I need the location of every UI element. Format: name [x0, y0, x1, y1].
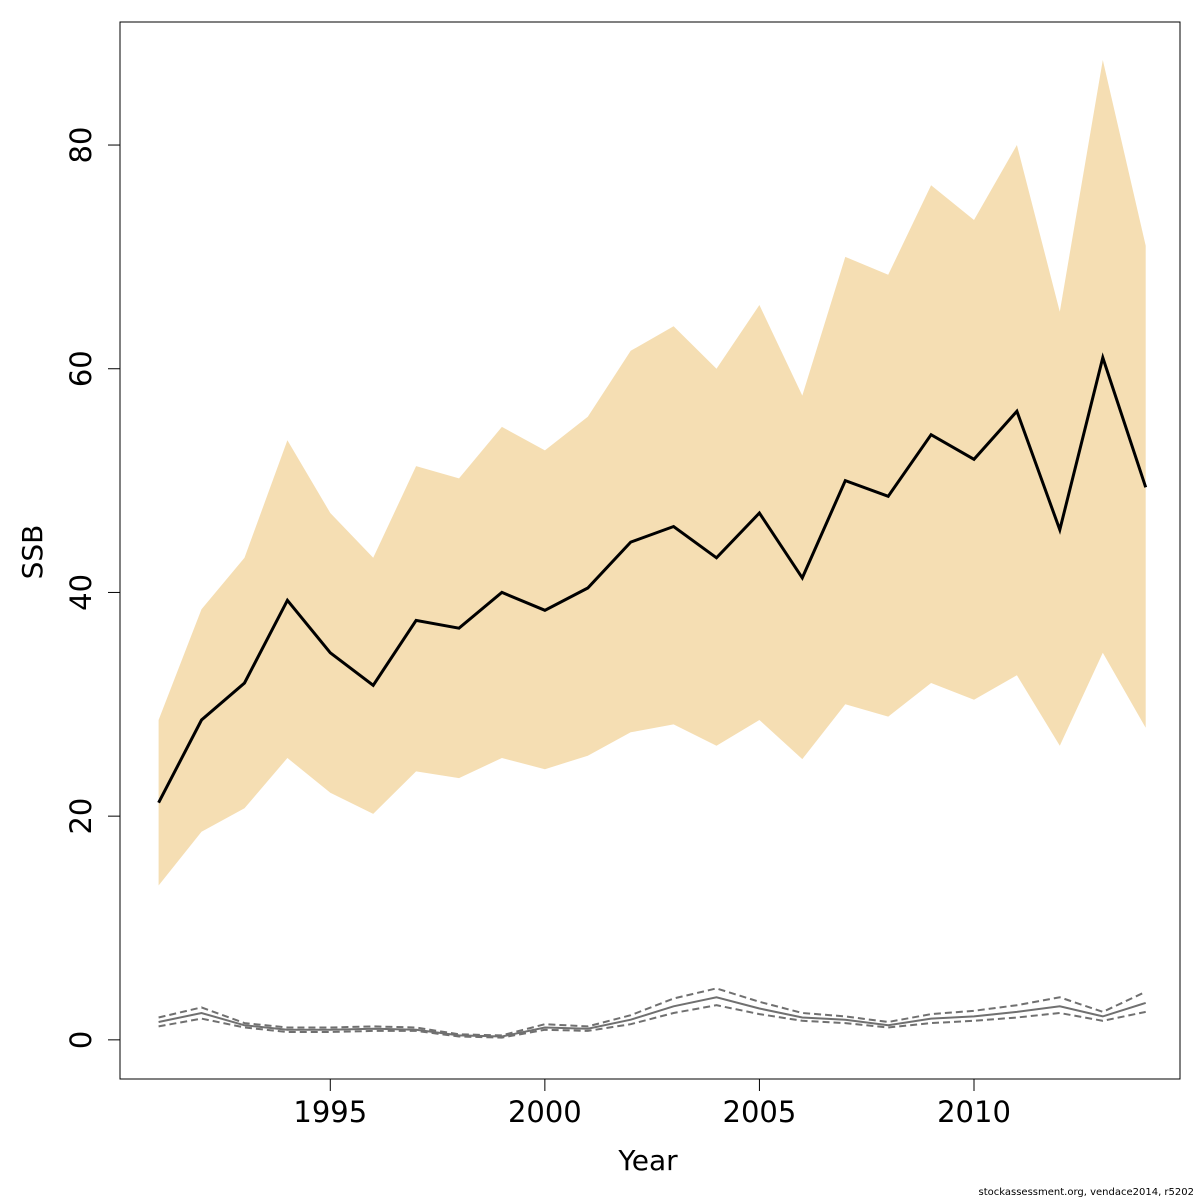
x-tick-label-2005: 2005	[723, 1095, 797, 1129]
y-tick-label-80: 80	[64, 127, 98, 164]
ssb-estimate-line	[157, 352, 1148, 804]
ssb-line-layer	[157, 352, 1148, 804]
x-tick-label-2010: 2010	[937, 1095, 1011, 1129]
x-tick-label-1995: 1995	[293, 1095, 367, 1129]
secondary-lower-line	[158, 1004, 1146, 1039]
y-tick-label-0: 0	[64, 1031, 98, 1049]
y-tick-label-60: 60	[64, 350, 98, 387]
x-axis-label: Year	[617, 1144, 678, 1177]
x-tick-label-2000: 2000	[508, 1095, 582, 1129]
credit-text: stockassessment.org, vendace2014, r5202	[978, 1187, 1194, 1198]
y-tick-label-20: 20	[64, 798, 98, 835]
confidence-band	[158, 60, 1146, 886]
axes-layer: 1995 2000 2005 2010 0 20 40 60 80	[64, 21, 1181, 1129]
y-tick-label-40: 40	[64, 574, 98, 611]
secondary-upper-line	[158, 987, 1147, 1037]
secondary-estimate-line	[158, 996, 1147, 1038]
confidence-band-layer	[158, 60, 1146, 886]
y-axis-label: SSB	[16, 525, 49, 580]
secondary-series-layer	[158, 987, 1147, 1039]
